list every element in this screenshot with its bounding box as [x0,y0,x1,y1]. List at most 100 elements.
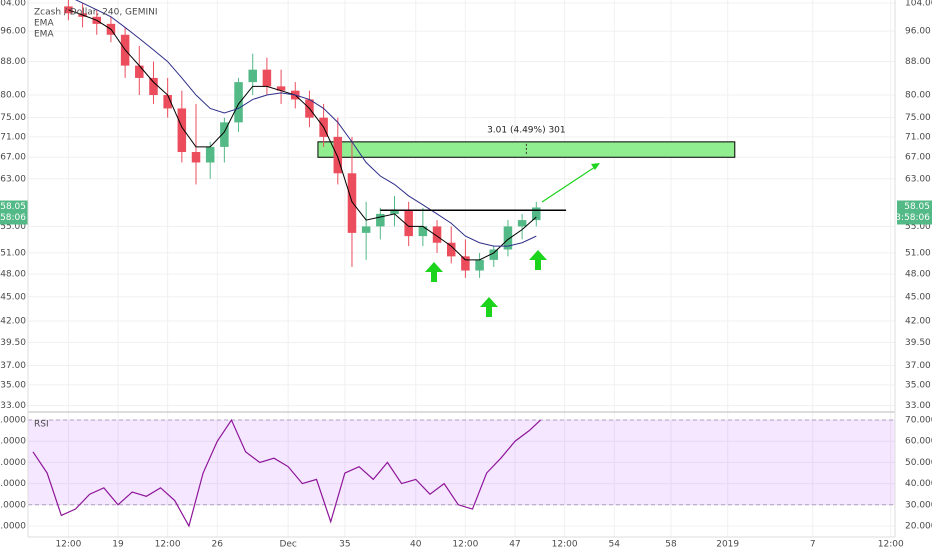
rsi-tick-label: 40.0000 [0,479,26,489]
candle-body [376,213,385,227]
ema-line [68,9,537,261]
candle-body [390,210,399,214]
y-tick-label: 67.00 [0,153,26,163]
up-arrow [425,262,443,282]
rsi-band [28,420,895,505]
x-tick-label: 12:00 [878,540,904,550]
trend-arrow [541,164,599,203]
candle-body [404,210,413,237]
rsi-tick-label: 60.0000 [0,437,26,447]
candle-body [177,108,187,153]
y-tick-label: 96.00 [0,27,26,37]
y-tick-label: 80.00 [905,91,931,101]
x-tick-label: 2019 [716,540,739,550]
y-tick-label: 33.00 [905,401,931,411]
candle-body [135,65,144,78]
y-tick-label: 48.00 [0,270,26,280]
candle-body [361,226,371,233]
rsi-label: RSI [34,420,49,430]
y-tick-label: 35.00 [905,380,931,390]
x-tick-label: 58 [665,540,677,550]
candle-body [333,136,343,174]
y-tick-label: 75.00 [905,113,931,123]
y-tick-label: 67.00 [905,153,931,163]
candle-body [489,249,499,260]
candle-body [191,152,201,163]
rsi-tick-label: 30.0000 [0,500,26,510]
countdown-label: 03:58:06 [0,213,26,223]
x-tick-label: 54 [609,540,621,550]
rsi-line [32,418,541,528]
candle-body [347,173,357,233]
countdown-label: 03:58:06 [890,213,931,223]
rsi-tick-label: 60.0000 [905,437,932,447]
price-tag-label: 58.05 [904,202,930,212]
price-tag [897,200,932,225]
y-tick-label: 88.00 [0,57,26,67]
y-tick-label: 35.00 [0,380,26,390]
candle-body [517,220,527,227]
y-tick-label: 96.00 [905,27,931,37]
x-tick-label: 19 [112,540,124,550]
candle-body [418,226,428,237]
y-tick-label: 104.00 [0,0,26,9]
y-tick-label: 33.00 [0,401,26,411]
rsi-tick-label: 40.0000 [905,479,932,489]
x-tick-label: 12:00 [55,540,81,550]
y-tick-label: 63.00 [905,174,931,184]
y-tick-label: 104.00 [905,0,932,9]
rsi-pane [28,418,895,528]
candle-body [205,146,215,163]
candle-body [220,122,229,147]
candle-body [234,82,243,123]
y-tick-label: 37.00 [0,361,26,371]
x-tick-label: Dec [279,540,296,550]
rsi-tick-label: 70.0000 [905,416,932,426]
candle-body [432,226,442,243]
x-tick-label: 47 [509,540,520,550]
price-pane [64,0,736,278]
y-tick-label: 42.00 [0,316,26,326]
y-tick-label: 42.00 [905,316,931,326]
candle-body [276,86,286,91]
rsi-tick-label: 70.0000 [0,416,26,426]
price-tag [0,200,28,225]
y-tick-label: 39.50 [905,338,931,348]
y-tick-label: 37.00 [905,361,931,371]
candle-body [163,95,172,109]
y-tick-label: 39.50 [0,338,26,348]
price-tag-label: 58.05 [0,202,26,212]
candle-body [475,259,484,271]
ema-line [74,0,537,247]
rsi-tick-label: 20.0000 [0,521,26,531]
y-tick-label: 63.00 [0,174,26,184]
y-tick-label: 88.00 [905,57,931,67]
y-tick-label: 51.00 [0,248,26,258]
x-tick-label: 12:00 [552,540,578,550]
y-tick-label: 48.00 [905,270,931,280]
x-tick-label: 26 [212,540,224,550]
y-tick-label: 71.00 [905,132,931,142]
trend-arrow-head [591,163,600,170]
y-tick-label: 55.00 [0,222,26,232]
y-tick-label: 45.00 [905,292,931,302]
up-arrow [480,297,498,317]
y-tick-label: 55.00 [905,222,931,232]
legend-title: Zcash / Dollar, 240, GEMINI [34,8,158,18]
x-tick-label: 7 [810,540,816,550]
x-tick-label: 40 [410,540,422,550]
candle-body [446,242,456,257]
rsi-tick-label: 20.0000 [905,521,932,531]
y-tick-label: 80.00 [0,91,26,101]
legend-ema: EMA [34,19,54,29]
y-tick-label: 75.00 [0,113,26,123]
candle-body [262,69,272,87]
rsi-tick-label: 50.0000 [905,458,932,468]
zone-label: 3.01 (4.49%) 301 [487,125,566,135]
x-tick-label: 35 [339,540,350,550]
annotation-arrows [425,250,547,317]
legend-ema: EMA [34,30,54,40]
y-tick-label: 51.00 [905,248,931,258]
x-tick-label: 12:00 [155,540,181,550]
